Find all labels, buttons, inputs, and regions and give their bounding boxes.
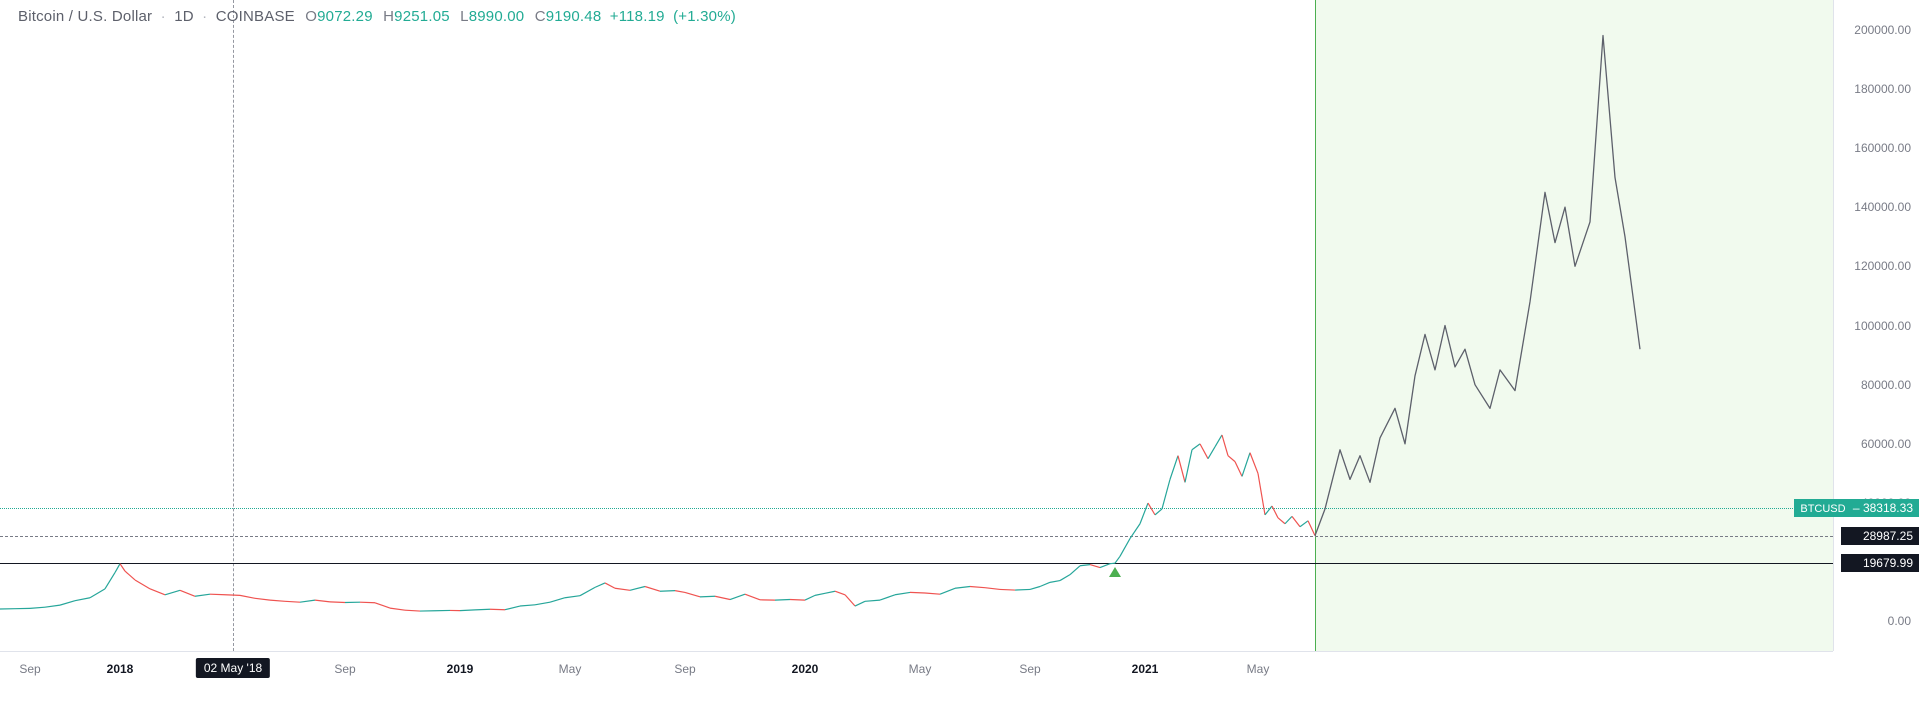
x-axis-tick: Sep <box>334 662 355 676</box>
price-chart-svg <box>0 0 1833 651</box>
y-axis-tick: 200000.00 <box>1854 23 1911 37</box>
x-axis-tick: May <box>1247 662 1270 676</box>
ohlc-close: 9190.48 <box>546 8 602 25</box>
ohlc-open: 9072.29 <box>317 8 373 25</box>
price-label: 19679.99 <box>1841 554 1919 572</box>
price-label: 28987.25 <box>1841 527 1919 545</box>
x-axis-tick: 2018 <box>107 662 134 676</box>
y-axis-tick: 0.00 <box>1888 614 1911 628</box>
y-axis-tick: 80000.00 <box>1861 378 1911 392</box>
ticker-badge: BTCUSD <box>1800 503 1845 515</box>
ohlc-open-label: O <box>305 8 317 25</box>
change-abs: +118.19 <box>610 8 665 25</box>
ohlc-low: 8990.00 <box>469 8 525 25</box>
symbol-title[interactable]: Bitcoin / U.S. Dollar <box>18 8 152 25</box>
price-axis[interactable]: 0.0020000.0040000.0060000.0080000.001000… <box>1833 0 1919 651</box>
ohlc-low-label: L <box>460 8 469 25</box>
x-axis-tick: 2021 <box>1132 662 1159 676</box>
x-axis-tick: 2019 <box>447 662 474 676</box>
time-axis[interactable]: Sep 2018 02 May '18 Sep 2019 May Sep 2020 May Sep… <box>0 651 1833 701</box>
y-axis-tick: 120000.00 <box>1854 259 1911 273</box>
price-label: BTCUSD – 38318.33 <box>1794 499 1919 517</box>
y-axis-tick: 140000.00 <box>1854 200 1911 214</box>
x-axis-tick: Sep <box>19 662 40 676</box>
y-axis-tick: 100000.00 <box>1854 319 1911 333</box>
x-axis-tick: May <box>909 662 932 676</box>
x-axis-tick: Sep <box>674 662 695 676</box>
ohlc-high: 9251.05 <box>394 8 450 25</box>
x-axis-tick: Sep <box>1019 662 1040 676</box>
chart-header: Bitcoin / U.S. Dollar · 1D · COINBASE O9… <box>18 8 736 25</box>
y-axis-tick: 180000.00 <box>1854 82 1911 96</box>
x-axis-tick: May <box>559 662 582 676</box>
chart-interval[interactable]: 1D <box>174 8 194 25</box>
x-axis-tick: 2020 <box>792 662 819 676</box>
y-axis-tick: 60000.00 <box>1861 437 1911 451</box>
y-axis-tick: 160000.00 <box>1854 141 1911 155</box>
change-pct: (+1.30%) <box>673 8 736 25</box>
ohlc-close-label: C <box>535 8 546 25</box>
x-axis-tick-highlight: 02 May '18 <box>196 658 270 678</box>
exchange-name[interactable]: COINBASE <box>216 8 295 25</box>
chart-pane[interactable] <box>0 0 1833 651</box>
ohlc-high-label: H <box>383 8 394 25</box>
